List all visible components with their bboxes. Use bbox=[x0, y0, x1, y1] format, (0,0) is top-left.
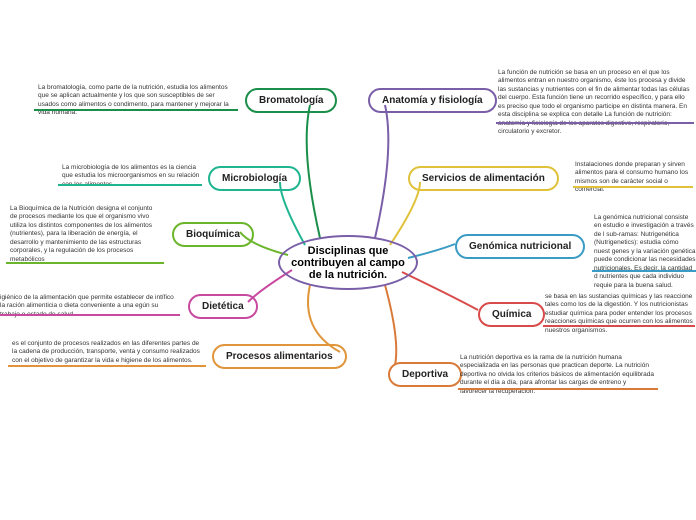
center-title: Disciplinas que contribuyen al campo de … bbox=[288, 245, 408, 281]
branch-underline bbox=[543, 325, 695, 327]
branch-label: Deportiva bbox=[402, 369, 448, 380]
connector-path bbox=[280, 182, 305, 245]
branch-description: La Bioquímica de la Nutrición designa el… bbox=[10, 205, 160, 264]
branch-label: Dietética bbox=[202, 301, 244, 312]
branch-underline bbox=[573, 186, 693, 188]
branch-label: Bioquímica bbox=[186, 229, 240, 240]
branch-label: Genómica nutricional bbox=[469, 241, 571, 252]
branch-node: Anatomía y fisiología bbox=[368, 88, 497, 113]
branch-node: Genómica nutricional bbox=[455, 234, 585, 259]
branch-underline bbox=[496, 122, 694, 124]
branch-description: es el conjunto de procesos realizados en… bbox=[12, 340, 202, 365]
branch-description: La bromatología, como parte de la nutric… bbox=[38, 84, 233, 118]
branch-description: La función de nutrición se basa en un pr… bbox=[498, 69, 693, 137]
connector-path bbox=[390, 182, 420, 245]
branch-node: Bromatología bbox=[245, 88, 337, 113]
branch-underline bbox=[592, 270, 696, 272]
branch-label: Bromatología bbox=[259, 95, 323, 106]
branch-node: Procesos alimentarios bbox=[212, 344, 347, 369]
branch-node: Química bbox=[478, 302, 545, 327]
center-node: Disciplinas que contribuyen al campo de … bbox=[278, 235, 418, 290]
branch-label: Química bbox=[492, 309, 531, 320]
connector-path bbox=[308, 285, 340, 352]
branch-node: Deportiva bbox=[388, 362, 462, 387]
branch-underline bbox=[8, 365, 206, 367]
branch-label: Procesos alimentarios bbox=[226, 351, 333, 362]
branch-node: Microbiología bbox=[208, 166, 301, 191]
branch-underline bbox=[6, 262, 164, 264]
branch-underline bbox=[0, 314, 180, 316]
branch-underline bbox=[34, 109, 238, 111]
connector-path bbox=[402, 272, 478, 310]
branch-label: Anatomía y fisiología bbox=[382, 95, 483, 106]
branch-description: La genómica nutricional consiste en estu… bbox=[594, 214, 696, 290]
connector-path bbox=[385, 285, 396, 365]
branch-description: Instalaciones donde preparan y sirven al… bbox=[575, 161, 695, 195]
branch-label: Microbiología bbox=[222, 173, 287, 184]
branch-underline bbox=[58, 184, 202, 186]
branch-underline bbox=[458, 388, 658, 390]
branch-description: se basa en las sustancias químicas y las… bbox=[545, 293, 695, 335]
branch-label: Servicios de alimentación bbox=[422, 173, 545, 184]
connector-path bbox=[307, 105, 320, 238]
connector-path bbox=[375, 105, 388, 238]
branch-node: Bioquímica bbox=[172, 222, 254, 247]
branch-node: Dietética bbox=[188, 294, 258, 319]
branch-node: Servicios de alimentación bbox=[408, 166, 559, 191]
